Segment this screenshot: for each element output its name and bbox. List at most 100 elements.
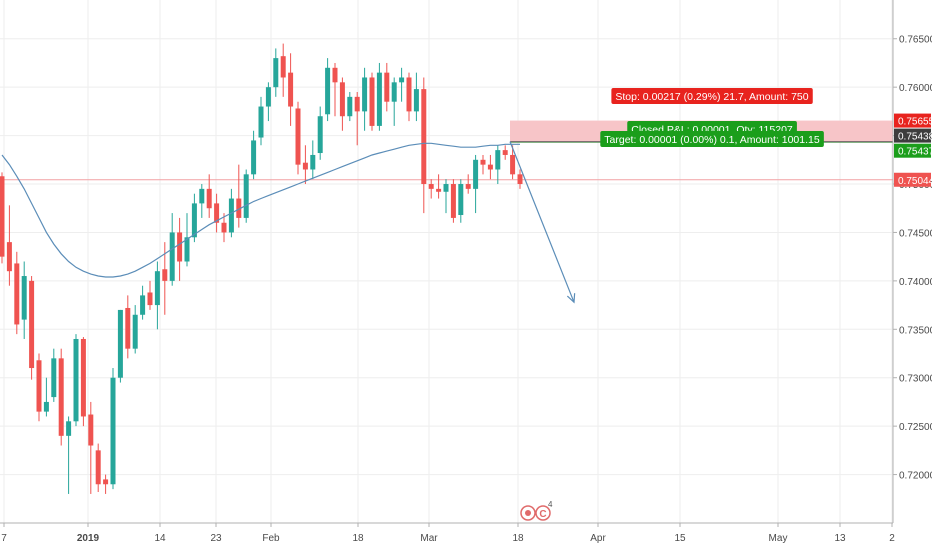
candle[interactable] — [43, 377, 49, 417]
candle[interactable] — [125, 295, 131, 359]
time-tick-label: 15 — [674, 533, 686, 544]
candle[interactable] — [480, 154, 486, 175]
candle[interactable] — [251, 130, 257, 180]
candle[interactable] — [310, 140, 316, 180]
candle[interactable] — [117, 309, 123, 383]
candle[interactable] — [362, 67, 368, 131]
price-tick-label: 0.73500 — [899, 325, 932, 336]
candle-body — [66, 421, 72, 436]
candle[interactable] — [347, 92, 353, 122]
candle[interactable] — [510, 145, 516, 180]
candle[interactable] — [154, 261, 160, 330]
time-tick-label: May — [769, 533, 788, 544]
candle[interactable] — [458, 179, 464, 223]
candle[interactable] — [325, 58, 331, 122]
candle[interactable] — [36, 353, 42, 422]
price-tick-label: 0.72500 — [899, 422, 932, 433]
candle[interactable] — [302, 145, 308, 185]
target-annotation-bg — [600, 131, 824, 147]
candle[interactable] — [110, 368, 116, 490]
candle[interactable] — [332, 62, 338, 117]
candle[interactable] — [51, 348, 57, 402]
stop-annotation[interactable]: Stop: 0.00217 (0.29%) 21.7, Amount: 750 — [611, 88, 813, 104]
candle[interactable] — [450, 179, 456, 223]
dividend-event-dot — [525, 510, 531, 516]
candle-body — [347, 96, 353, 117]
candle[interactable] — [221, 213, 227, 243]
candle[interactable] — [288, 53, 294, 126]
time-axis[interactable] — [0, 523, 932, 550]
candle[interactable] — [103, 474, 109, 494]
event-badges[interactable]: C 4 — [520, 500, 553, 521]
candle[interactable] — [443, 179, 449, 214]
candle[interactable] — [339, 77, 345, 131]
candle[interactable] — [517, 169, 523, 189]
projection-arrow[interactable] — [509, 141, 576, 304]
candle[interactable] — [177, 217, 183, 281]
candle[interactable] — [140, 285, 146, 320]
candle[interactable] — [80, 337, 86, 427]
candle[interactable] — [436, 174, 442, 199]
candle[interactable] — [95, 443, 101, 493]
candle[interactable] — [243, 169, 249, 223]
candle-body — [302, 162, 308, 170]
candle[interactable] — [21, 261, 27, 339]
candle[interactable] — [147, 280, 153, 310]
candle-body — [88, 414, 94, 446]
candle[interactable] — [376, 62, 382, 131]
candle[interactable] — [214, 193, 220, 233]
candle[interactable] — [354, 92, 360, 146]
candle[interactable] — [66, 416, 72, 494]
price-axis[interactable] — [893, 0, 932, 550]
price-tick-label: 0.76000 — [899, 83, 932, 94]
candle[interactable] — [6, 205, 12, 286]
candle[interactable] — [88, 401, 94, 494]
candle[interactable] — [73, 334, 79, 427]
candle[interactable] — [384, 62, 390, 112]
candle[interactable] — [29, 276, 35, 380]
candle[interactable] — [236, 164, 242, 228]
candle[interactable] — [273, 48, 279, 97]
price-tick-label: 0.74000 — [899, 277, 932, 288]
candle[interactable] — [413, 72, 419, 122]
time-tick-label: 14 — [154, 533, 166, 544]
candle[interactable] — [258, 96, 264, 146]
candle[interactable] — [0, 172, 5, 264]
candle[interactable] — [465, 174, 471, 194]
candle[interactable] — [317, 106, 323, 160]
candle-body — [154, 271, 160, 306]
candle[interactable] — [132, 305, 138, 354]
price-label-stop[interactable]: 0.75655 — [894, 113, 932, 128]
price-label-text: 0.75044 — [898, 176, 932, 187]
candle[interactable] — [206, 174, 212, 218]
candle[interactable] — [421, 77, 427, 214]
target-annotation[interactable]: Target: 0.00001 (0.00%) 0.1, Amount: 100… — [600, 131, 824, 147]
candle[interactable] — [295, 101, 301, 175]
candle[interactable] — [502, 145, 508, 160]
price-label-target[interactable]: 0.75437 — [894, 143, 932, 158]
candle[interactable] — [265, 82, 271, 122]
candle[interactable] — [58, 348, 64, 446]
candle[interactable] — [399, 67, 405, 102]
price-label-dark[interactable]: 0.75438 — [894, 128, 932, 143]
earnings-event-icon[interactable] — [535, 505, 551, 521]
candle[interactable] — [369, 72, 375, 131]
candle[interactable] — [406, 72, 412, 122]
candle-body — [436, 188, 442, 192]
candle-body — [140, 295, 146, 315]
candle[interactable] — [487, 154, 493, 180]
candle[interactable] — [199, 184, 205, 218]
candle[interactable] — [280, 43, 286, 97]
candle[interactable] — [391, 77, 397, 126]
candle-body — [502, 150, 508, 155]
price-label-bg — [894, 172, 931, 187]
candle-body — [369, 77, 375, 126]
candle[interactable] — [14, 251, 20, 335]
candle[interactable] — [428, 179, 434, 199]
candle[interactable] — [495, 145, 501, 185]
candle[interactable] — [473, 154, 479, 214]
time-tick-label: 2019 — [77, 533, 100, 544]
price-label-price[interactable]: 0.75044 — [894, 172, 932, 187]
